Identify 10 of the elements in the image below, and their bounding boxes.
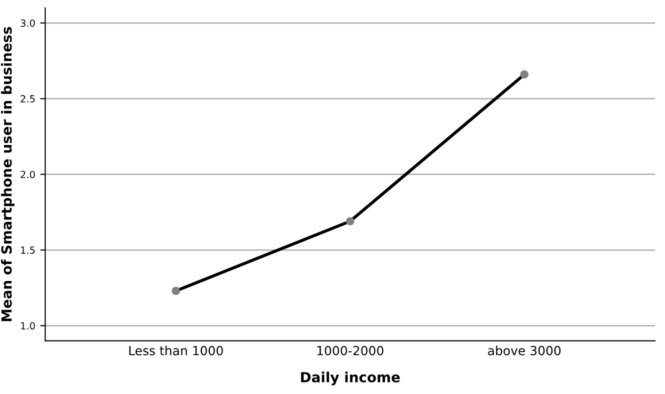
y-axis-title: Mean of Smartphone user in business bbox=[1, 26, 14, 322]
y-tick-label: 1.0 bbox=[21, 322, 35, 330]
y-tick-label: 2.0 bbox=[20, 170, 35, 178]
x-tick-label: Less than 1000 bbox=[129, 346, 223, 356]
y-tick-label: 1.5 bbox=[21, 246, 35, 254]
x-axis-title: Daily income bbox=[301, 372, 400, 386]
x-tick-label: 1000-2000 bbox=[317, 346, 384, 356]
x-tick-label: above 3000 bbox=[488, 346, 561, 356]
y-tick-label: 3.0 bbox=[20, 19, 35, 27]
y-tick-label: 2.5 bbox=[20, 95, 35, 103]
